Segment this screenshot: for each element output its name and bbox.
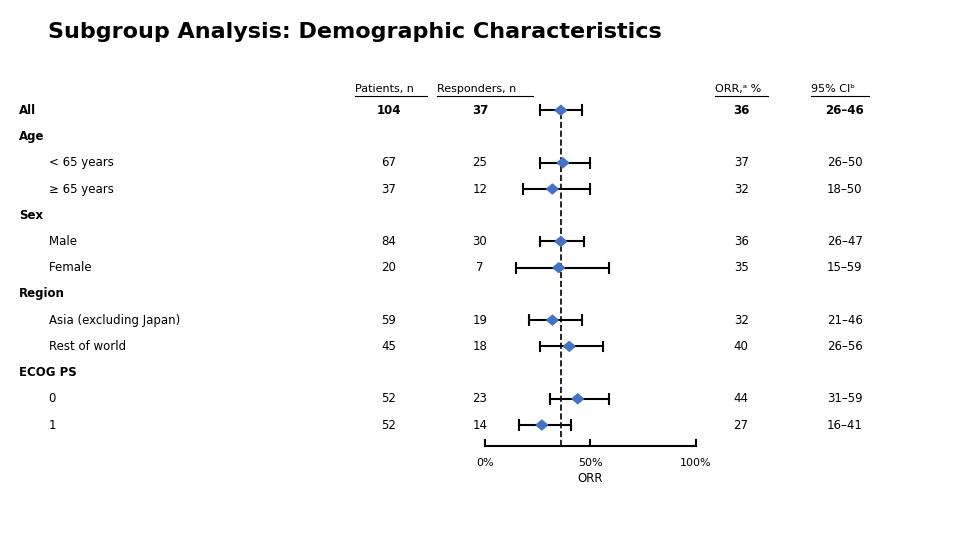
Text: 50%: 50% — [578, 458, 603, 468]
Text: 32: 32 — [733, 314, 749, 327]
Text: 12: 12 — [472, 183, 488, 195]
Text: 0: 0 — [19, 393, 57, 406]
Text: 16–41: 16–41 — [827, 418, 863, 431]
Text: Lee KH. Atezo + Bev in HCC: Lee KH. Atezo + Bev in HCC — [812, 515, 939, 524]
Text: ILCA Annual Conference: ILCA Annual Conference — [56, 503, 220, 516]
Text: Female: Female — [19, 261, 92, 274]
Text: 1: 1 — [19, 418, 57, 431]
Text: 25: 25 — [472, 156, 488, 169]
Text: 30: 30 — [472, 235, 488, 248]
Text: 35: 35 — [733, 261, 749, 274]
Text: 84: 84 — [381, 235, 396, 248]
Text: ECOG PS: ECOG PS — [19, 366, 77, 379]
Text: Region: Region — [19, 287, 65, 300]
Text: 20 ► 22 September 2019 | Chicago, USA: 20 ► 22 September 2019 | Chicago, USA — [19, 516, 231, 526]
Text: Responders, n: Responders, n — [437, 84, 516, 94]
Text: 100%: 100% — [681, 458, 711, 468]
Text: 31–59: 31–59 — [827, 393, 863, 406]
Text: 20: 20 — [381, 261, 396, 274]
Text: Age: Age — [19, 130, 45, 143]
Text: 52: 52 — [381, 393, 396, 406]
Text: Patients, n: Patients, n — [355, 84, 414, 94]
Text: 23: 23 — [472, 393, 488, 406]
Text: 0%: 0% — [476, 458, 493, 468]
Text: 26–50: 26–50 — [827, 156, 863, 169]
Text: 67: 67 — [381, 156, 396, 169]
Text: 40: 40 — [733, 340, 749, 353]
Text: 37: 37 — [472, 104, 488, 117]
Text: 27: 27 — [733, 418, 749, 431]
Text: 18: 18 — [472, 340, 488, 353]
Text: Asia (excluding Japan): Asia (excluding Japan) — [19, 314, 180, 327]
Text: 32: 32 — [733, 183, 749, 195]
Text: ≥ 65 years: ≥ 65 years — [19, 183, 114, 195]
Text: All: All — [19, 104, 36, 117]
Text: 14: 14 — [472, 418, 488, 431]
Text: 13: 13 — [19, 503, 36, 516]
Text: 59: 59 — [381, 314, 396, 327]
Text: https://bit.ly/2ZCXgH6: https://bit.ly/2ZCXgH6 — [838, 503, 939, 512]
Text: 26–56: 26–56 — [827, 340, 863, 353]
Text: 52: 52 — [381, 418, 396, 431]
Text: th: th — [42, 501, 53, 510]
Text: 44: 44 — [733, 393, 749, 406]
Text: ORR,ᵃ %: ORR,ᵃ % — [715, 84, 761, 94]
Text: 37: 37 — [733, 156, 749, 169]
Text: 104: 104 — [376, 104, 401, 117]
Text: 36: 36 — [733, 235, 749, 248]
Text: 45: 45 — [381, 340, 396, 353]
Text: 15–59: 15–59 — [827, 261, 863, 274]
Text: Male: Male — [19, 235, 77, 248]
Text: 26–47: 26–47 — [827, 235, 863, 248]
Text: Sex: Sex — [19, 209, 43, 222]
Text: 8: 8 — [939, 497, 948, 511]
Text: < 65 years: < 65 years — [19, 156, 114, 169]
Text: 37: 37 — [381, 183, 396, 195]
Text: 36: 36 — [732, 104, 750, 117]
Text: 7: 7 — [476, 261, 484, 274]
Text: 19: 19 — [472, 314, 488, 327]
Text: 21–46: 21–46 — [827, 314, 863, 327]
Text: ORR: ORR — [578, 472, 603, 485]
Text: 95% CIᵇ: 95% CIᵇ — [811, 84, 855, 94]
Text: 26–46: 26–46 — [826, 104, 864, 117]
Text: Rest of world: Rest of world — [19, 340, 127, 353]
Text: ᵃ ORR by IRF RECIST 1.1.
ᵇ 95% CIs were constructed using Clopper Pearson method: ᵃ ORR by IRF RECIST 1.1. ᵇ 95% CIs were … — [274, 503, 514, 537]
Text: 18–50: 18–50 — [828, 183, 862, 195]
Text: Subgroup Analysis: Demographic Characteristics: Subgroup Analysis: Demographic Character… — [48, 22, 661, 42]
